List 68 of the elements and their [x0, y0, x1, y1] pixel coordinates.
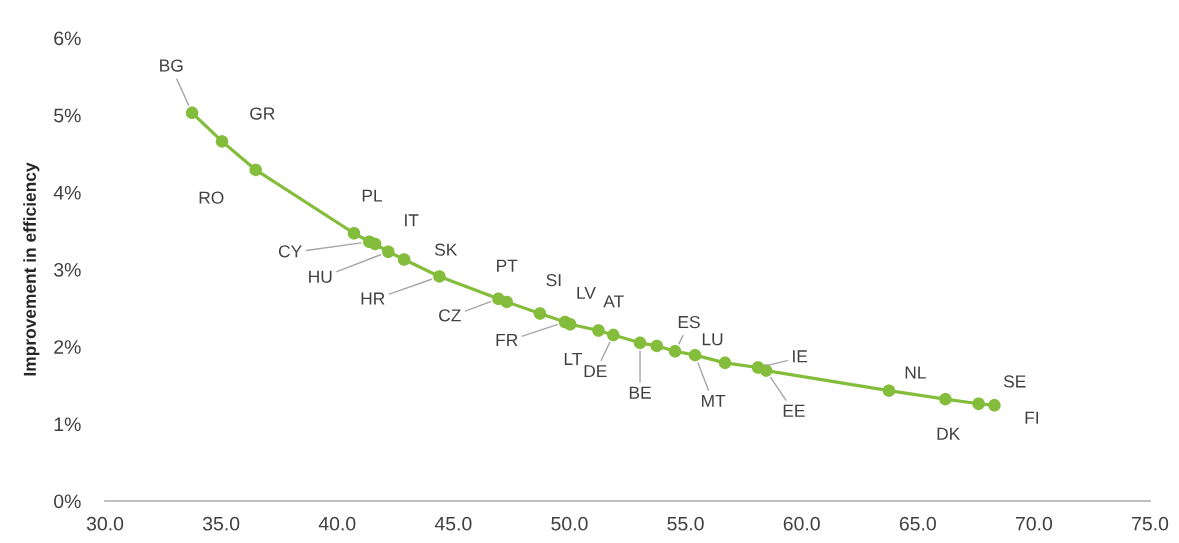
- point: [650, 339, 664, 353]
- annotation: NL: [905, 366, 926, 379]
- annotation: MT: [702, 394, 726, 407]
- y-tick-label: 5%: [54, 108, 81, 123]
- y-tick-label: 1%: [54, 417, 81, 431]
- point: [972, 397, 985, 411]
- point: [882, 384, 896, 397]
- x-tick-label: 75.0: [1132, 516, 1169, 531]
- annotation: RO: [199, 191, 224, 204]
- annotation: SK: [434, 243, 458, 256]
- point: [759, 364, 773, 377]
- y-axis-title: Improvement in efficiency: [23, 162, 40, 376]
- annotation: LV: [577, 286, 596, 299]
- x-tick-label: 60.0: [783, 516, 820, 531]
- annotation: FI: [1025, 411, 1039, 424]
- annotation: HU: [309, 270, 332, 283]
- point: [500, 295, 513, 309]
- point: [533, 307, 547, 320]
- annotation: SI: [546, 273, 561, 287]
- annotation: CZ: [439, 309, 461, 322]
- annotation: DE: [584, 365, 607, 378]
- annotation: SE: [1003, 375, 1026, 388]
- point: [688, 348, 702, 362]
- point: [939, 392, 952, 406]
- y-tick-label: 3%: [54, 262, 81, 277]
- point: [347, 226, 361, 240]
- annotation: IT: [405, 214, 419, 227]
- annotation: PT: [497, 259, 518, 272]
- point: [433, 270, 446, 283]
- annotation: DK: [937, 427, 961, 440]
- point: [592, 324, 605, 337]
- point: [607, 328, 620, 342]
- annotation: FR: [496, 333, 518, 346]
- point: [249, 163, 262, 177]
- x-tick-label: 55.0: [667, 516, 704, 531]
- point: [563, 318, 577, 331]
- y-tick-label: 0%: [54, 494, 81, 509]
- x-tick-label: 65.0: [899, 516, 936, 531]
- point: [382, 245, 395, 258]
- point: [368, 237, 382, 251]
- point: [718, 356, 732, 370]
- annotation: ES: [678, 315, 700, 329]
- point: [185, 106, 199, 120]
- annotation: EE: [783, 404, 805, 417]
- annotation: HR: [361, 292, 385, 305]
- point: [397, 253, 411, 266]
- annotation: BG: [160, 59, 183, 72]
- annotation: IE: [793, 350, 808, 363]
- annotation: CY: [278, 245, 302, 258]
- x-tick-label: 35.0: [202, 516, 240, 531]
- y-tick-label: 2%: [54, 340, 81, 354]
- annotation: PL: [362, 189, 383, 202]
- annotation: AT: [603, 295, 624, 308]
- annotation: GR: [250, 107, 275, 120]
- annotation: BE: [629, 386, 651, 399]
- x-tick-label: 45.0: [434, 516, 472, 531]
- point: [668, 345, 682, 358]
- y-tick-label: 6%: [54, 31, 81, 46]
- annotation: LU: [702, 333, 723, 346]
- x-tick-label: 30.0: [86, 516, 124, 531]
- x-tick-label: 50.0: [551, 516, 588, 531]
- point: [633, 336, 647, 350]
- annotation: LT: [564, 352, 583, 365]
- point: [215, 135, 229, 148]
- x-tick-label: 70.0: [1015, 516, 1053, 531]
- x-tick-label: 40.0: [318, 516, 356, 531]
- point: [988, 399, 1001, 412]
- y-tick-label: 4%: [53, 185, 81, 200]
